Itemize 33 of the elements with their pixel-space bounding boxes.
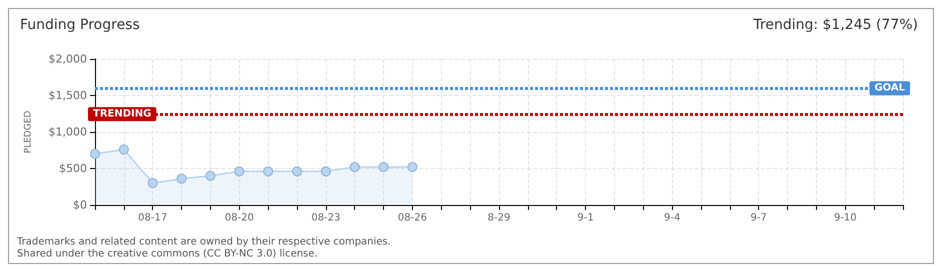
x-tick-label: 9-10 xyxy=(834,212,857,224)
point xyxy=(205,170,216,181)
point xyxy=(118,144,129,155)
x-tick-label: 08-26 xyxy=(398,212,427,224)
x-tick-label: 9-1 xyxy=(577,212,594,224)
point xyxy=(350,162,360,172)
y-tick-label: $1,500 xyxy=(48,89,87,102)
point xyxy=(292,166,302,176)
text: Shared under the creative commons (CC BY-NC 3.0) license. xyxy=(17,248,318,260)
point xyxy=(407,162,418,172)
y-tick-label: $1,000 xyxy=(48,126,87,138)
point xyxy=(378,162,389,172)
y-tick-label: $500 xyxy=(59,162,87,175)
ref-line-label: GOAL xyxy=(874,82,906,94)
y-axis-title: PLEDGED xyxy=(24,110,34,154)
x-tick-label: 9-7 xyxy=(750,212,767,224)
x-tick-label: 9-4 xyxy=(664,212,680,224)
point xyxy=(320,166,331,176)
x-tick-label: 8-29 xyxy=(488,212,510,224)
chart-title: Funding Progress xyxy=(20,17,140,33)
point xyxy=(263,166,274,176)
text: Trademarks and related content are owned by their respective companies. xyxy=(16,236,391,248)
x-tick-label: 08-17 xyxy=(138,212,168,224)
ref-line-label: TRENDING xyxy=(93,108,152,120)
y-tick-label: $2,000 xyxy=(48,52,87,66)
chart-subtitle: Trending: $1,245 (77%) xyxy=(752,17,918,33)
point xyxy=(234,166,244,176)
x-tick-label: 08-23 xyxy=(311,212,340,224)
point xyxy=(148,178,158,188)
y-tick-label: $0 xyxy=(73,198,87,212)
x-tick-label: 08-20 xyxy=(224,212,254,224)
point xyxy=(90,148,100,159)
point xyxy=(176,174,187,184)
